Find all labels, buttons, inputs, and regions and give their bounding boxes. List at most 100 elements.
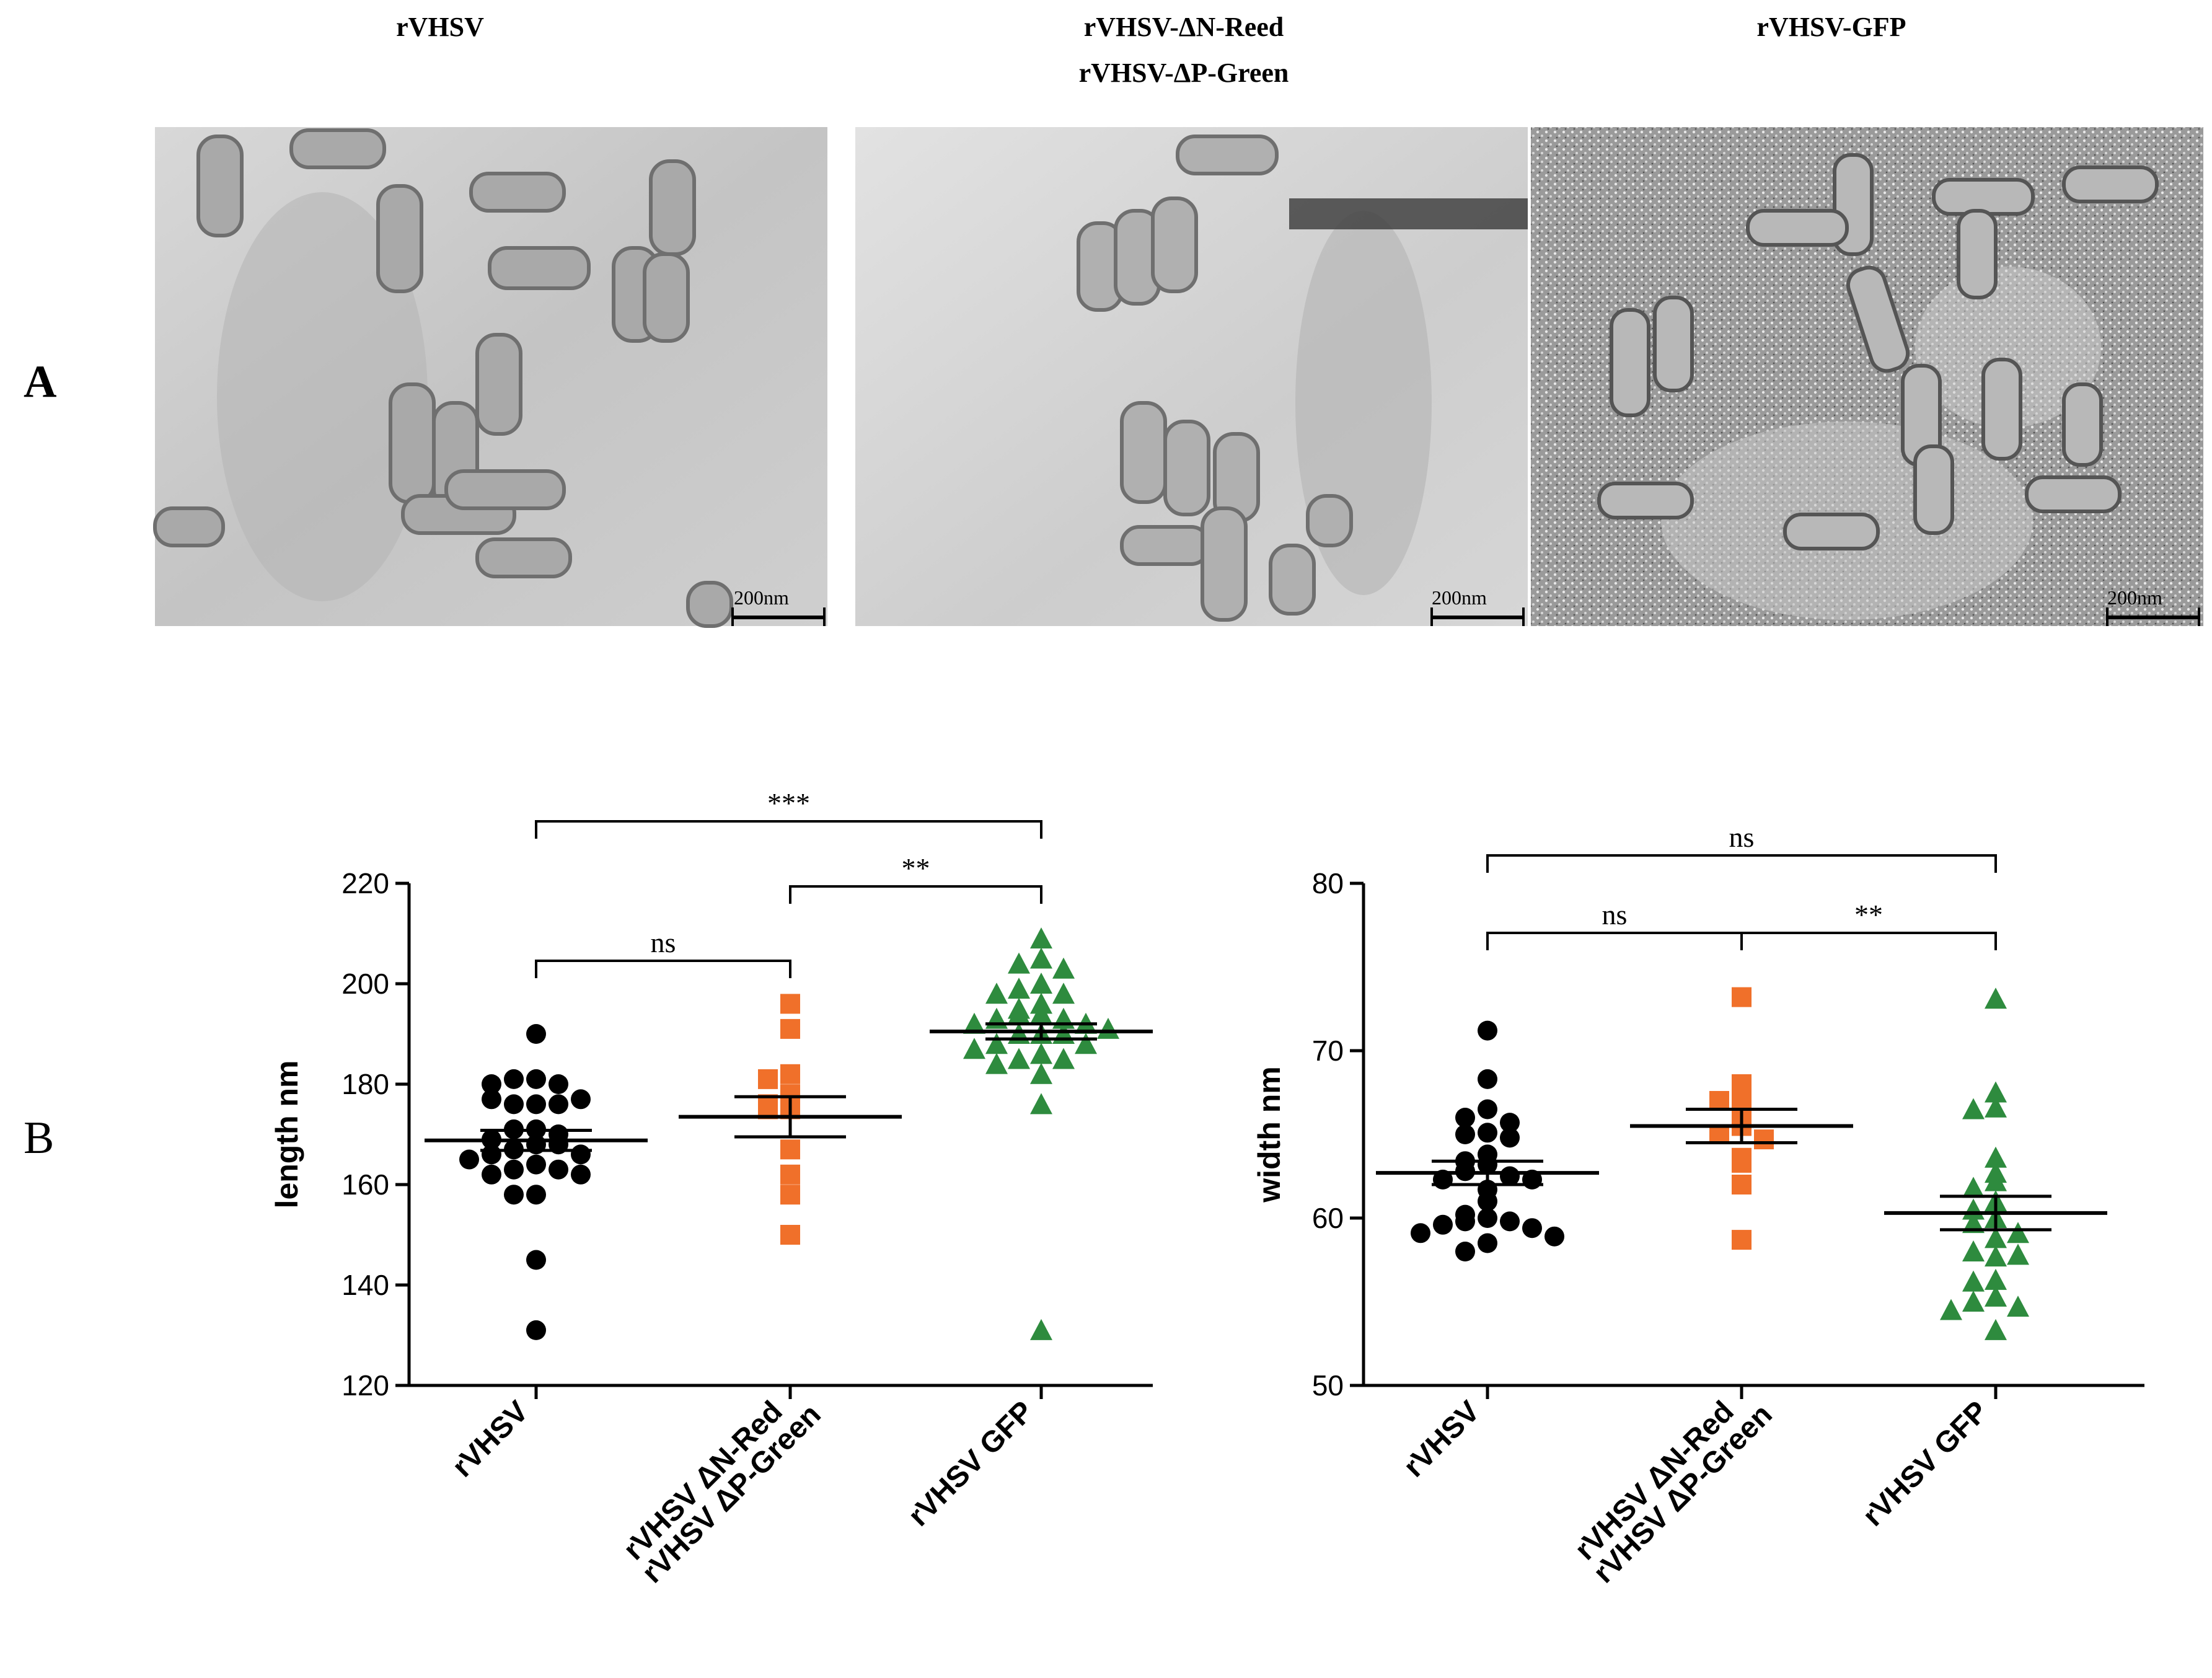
x-category-label: rVHSV GFP <box>902 1395 1039 1532</box>
data-point <box>1962 1240 1985 1261</box>
y-tick-label: 60 <box>1312 1202 1344 1234</box>
x-category-label: rVHSV ΔP-Green <box>636 1398 827 1589</box>
data-point <box>1985 1096 2007 1118</box>
data-point <box>1478 1123 1497 1143</box>
significance-bracket <box>535 820 1042 839</box>
data-point <box>1052 957 1075 979</box>
data-point <box>571 1164 591 1185</box>
data-point <box>1962 1098 1985 1119</box>
data-point <box>1030 973 1052 994</box>
y-tick-label: 160 <box>341 1168 389 1201</box>
em-title-gfp: rVHSV-GFP <box>1756 12 1906 42</box>
data-point <box>526 1154 546 1175</box>
em-title-deltanp-line1: rVHSV-ΔN-Reed <box>1084 12 1284 42</box>
data-point <box>1940 1299 1962 1320</box>
data-point <box>780 1225 800 1245</box>
data-point <box>1008 1048 1030 1069</box>
significance-bracket <box>789 885 1042 904</box>
em-title-rvhsv: rVHSV <box>396 12 484 42</box>
data-point <box>1008 952 1030 974</box>
data-point <box>549 1094 568 1115</box>
y-tick-label: 80 <box>1312 867 1344 899</box>
data-point <box>2007 1222 2029 1243</box>
data-point <box>1478 1208 1497 1228</box>
data-point <box>780 1139 800 1160</box>
data-point <box>1075 1033 1097 1054</box>
data-point <box>1985 1227 2007 1248</box>
data-point <box>1754 1129 1774 1150</box>
scale-bar: 200nm <box>2106 586 2200 626</box>
data-point <box>1008 1002 1030 1024</box>
em-image-gfp: 200nm <box>1531 127 2203 626</box>
data-point <box>482 1144 501 1165</box>
data-point <box>1732 987 1752 1007</box>
x-category-label: rVHSV GFP <box>1856 1395 1994 1532</box>
data-point <box>1030 947 1052 969</box>
data-point <box>780 994 800 1014</box>
data-point <box>780 1064 800 1084</box>
data-point <box>504 1159 524 1180</box>
data-point <box>1030 1062 1052 1084</box>
data-point <box>1732 1230 1752 1250</box>
data-point <box>1030 1043 1052 1064</box>
data-point <box>1962 1177 1985 1198</box>
data-point <box>985 983 1008 1004</box>
data-point <box>1985 1318 2007 1340</box>
data-point <box>1985 1081 2007 1103</box>
x-category-label: rVHSV ΔP-Green <box>1587 1398 1779 1589</box>
data-point <box>1455 1108 1475 1128</box>
data-point <box>2007 1296 2029 1317</box>
scale-bar-label: 200nm <box>1432 586 1487 609</box>
data-point <box>963 1038 985 1059</box>
data-point <box>526 1250 546 1270</box>
data-point <box>1097 1017 1119 1039</box>
data-point <box>1732 1152 1752 1173</box>
em-image-deltanp: 200nm <box>855 127 1528 626</box>
data-point <box>2007 1243 2029 1265</box>
y-tick-label: 70 <box>1312 1035 1344 1067</box>
y-axis-label: length nm <box>270 1061 304 1209</box>
data-point <box>780 1185 800 1205</box>
data-point <box>1962 1212 1985 1234</box>
data-point <box>1411 1223 1430 1243</box>
data-point <box>1478 1233 1497 1253</box>
significance-label: ns <box>651 927 676 958</box>
y-tick-label: 140 <box>341 1269 389 1301</box>
data-point <box>985 1053 1008 1074</box>
significance-bracket <box>535 960 791 978</box>
data-point <box>1455 1124 1475 1144</box>
y-axis-label: width nm <box>1252 1066 1287 1203</box>
data-point <box>482 1164 501 1185</box>
data-point <box>1030 927 1052 949</box>
data-point <box>1985 1245 2007 1267</box>
data-point <box>1985 1170 2007 1191</box>
data-point <box>526 1094 546 1115</box>
data-point <box>1455 1242 1475 1261</box>
data-point <box>1500 1211 1520 1232</box>
significance-label: ** <box>1854 899 1883 930</box>
significance-label: ns <box>1729 821 1755 853</box>
data-point <box>526 1320 546 1340</box>
data-point <box>780 1164 800 1185</box>
data-point <box>1962 1270 1985 1292</box>
data-point <box>1985 1268 2007 1290</box>
data-point <box>1732 1175 1752 1194</box>
significance-label: ** <box>902 852 930 884</box>
data-point <box>1985 1285 2007 1307</box>
data-point <box>1433 1214 1453 1235</box>
significance-bracket <box>1486 854 1997 873</box>
panel-a-letter: A <box>24 356 56 407</box>
data-point <box>1478 1069 1497 1089</box>
data-point <box>1962 1291 1985 1312</box>
data-point <box>549 1159 568 1180</box>
data-point <box>1008 1023 1030 1044</box>
data-point <box>1500 1113 1520 1133</box>
data-point <box>1985 1146 2007 1168</box>
data-point <box>1030 1093 1052 1115</box>
data-point <box>1478 1191 1497 1211</box>
data-point <box>1052 983 1075 1004</box>
data-point <box>459 1149 479 1170</box>
data-point <box>571 1089 591 1110</box>
data-point <box>504 1069 524 1089</box>
